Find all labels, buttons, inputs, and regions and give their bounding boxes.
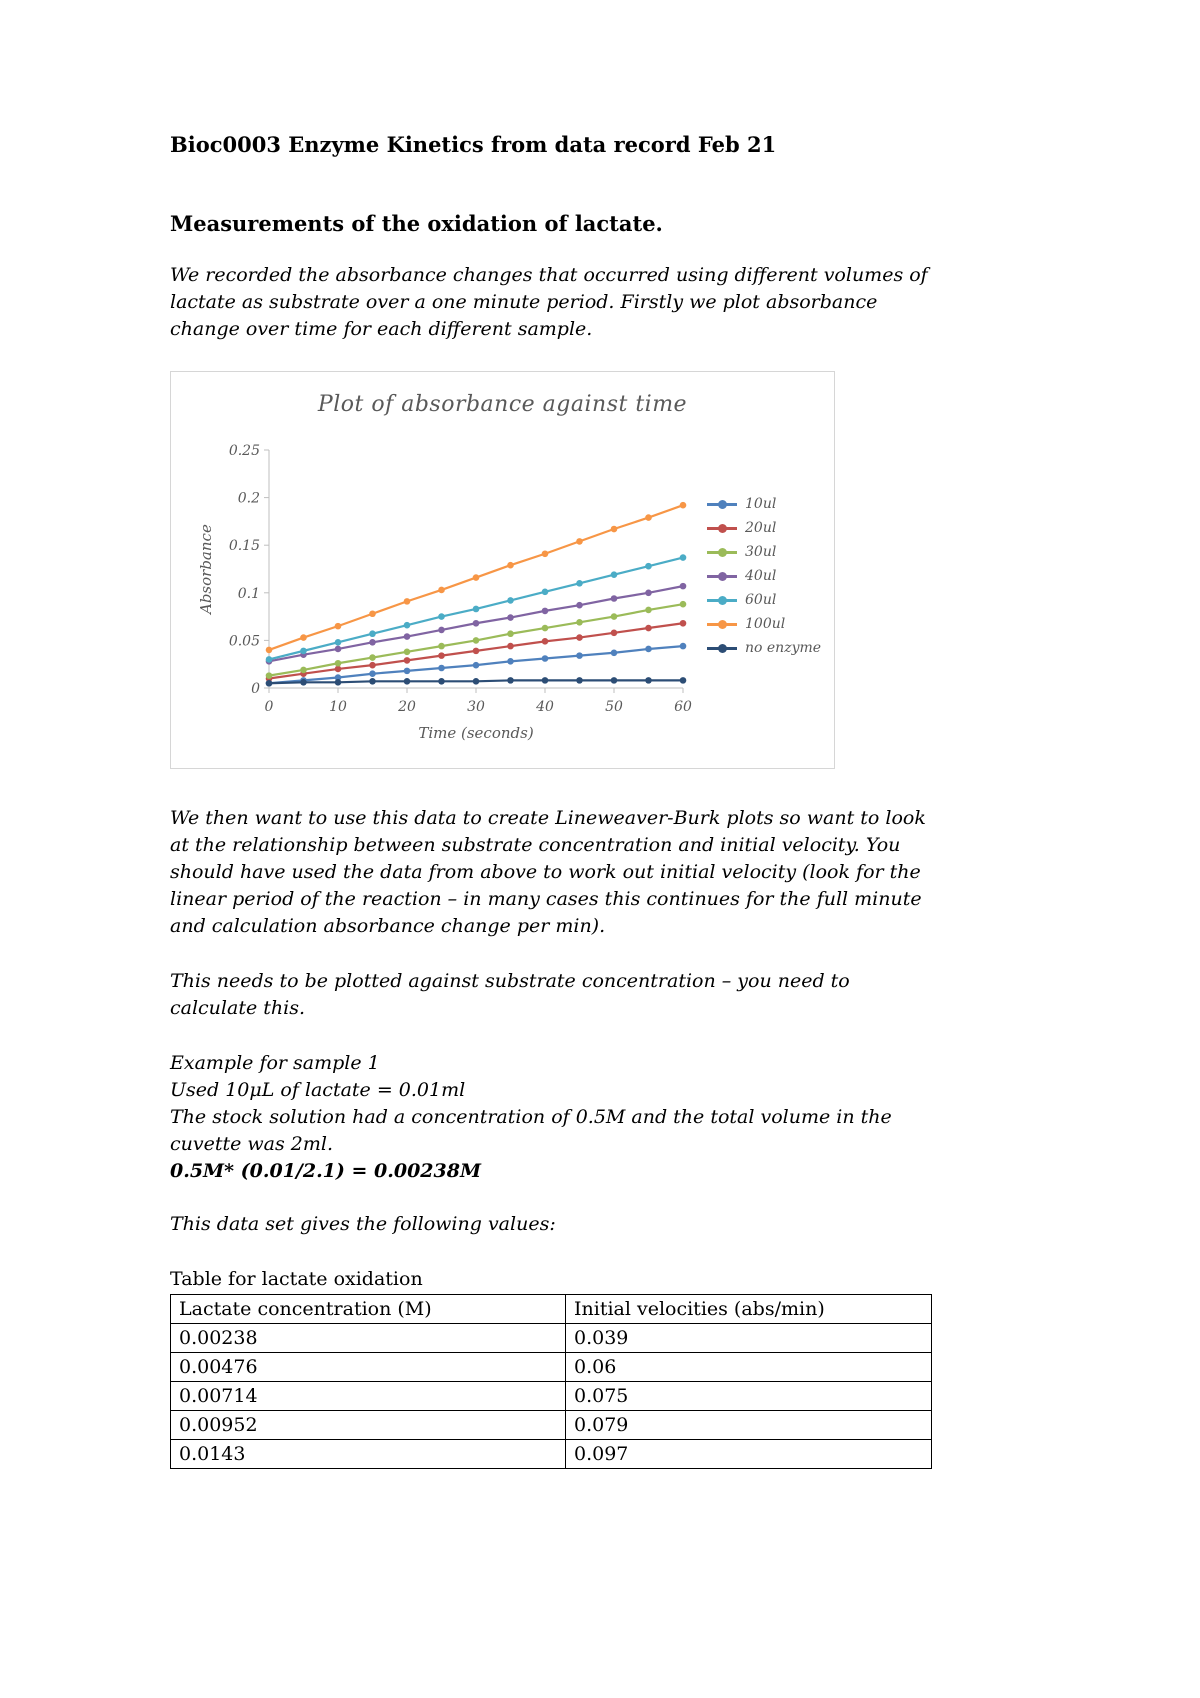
legend-item: 60ul: [707, 588, 821, 612]
legend-label: 30ul: [745, 544, 777, 560]
table-cell: 0.079: [565, 1410, 932, 1440]
svg-text:40: 40: [535, 699, 554, 715]
legend-item: 20ul: [707, 516, 821, 540]
legend-label: 40ul: [745, 568, 777, 584]
table-row: 0.00238 0.039: [170, 1323, 932, 1353]
example-block: Example for sample 1 Used 10μL of lactat…: [170, 1050, 932, 1185]
legend-item: 100ul: [707, 612, 821, 636]
table-cell: 0.0143: [170, 1439, 566, 1469]
chart-x-axis-label: Time (seconds): [418, 724, 534, 742]
svg-text:0: 0: [251, 681, 260, 697]
chart-plot-svg: 0 0.05 0.1 0.15 0.2 0.25 0 10 20 30 40 50 60: [229, 443, 692, 715]
table-cell: 0.00952: [170, 1410, 566, 1440]
chart-title: Plot of absorbance against time: [317, 392, 688, 417]
legend-marker-icon: [707, 547, 737, 557]
example-result-line: 0.5M* (0.01/2.1) = 0.00238M: [170, 1160, 482, 1182]
chart-legend: 10ul 20ul 30ul 40ul 60ul 100ul no enzyme: [707, 492, 821, 660]
legend-item: 40ul: [707, 564, 821, 588]
svg-text:0: 0: [265, 699, 274, 715]
table-cell: 0.00714: [170, 1381, 566, 1411]
table-row: 0.0143 0.097: [170, 1439, 932, 1469]
svg-text:60: 60: [674, 699, 692, 715]
svg-text:0.25: 0.25: [229, 443, 260, 459]
document-content: Bioc0003 Enzyme Kinetics from data recor…: [170, 0, 932, 1469]
example-line: The stock solution had a concentration o…: [170, 1106, 892, 1155]
legend-marker-icon: [707, 595, 737, 605]
svg-text:50: 50: [605, 699, 623, 715]
table-row: 0.00952 0.079: [170, 1410, 932, 1440]
table-row: 0.00714 0.075: [170, 1381, 932, 1411]
table-header-cell: Initial velocities (abs/min): [565, 1294, 932, 1324]
example-line: Example for sample 1: [170, 1052, 380, 1074]
svg-text:0.15: 0.15: [229, 538, 260, 554]
svg-text:20: 20: [397, 699, 416, 715]
table-cell: 0.039: [565, 1323, 932, 1353]
lactate-table: Lactate concentration (M) Initial veloci…: [170, 1294, 932, 1469]
table-header-cell: Lactate concentration (M): [170, 1294, 566, 1324]
table-header-row: Lactate concentration (M) Initial veloci…: [170, 1294, 932, 1324]
table-cell: 0.075: [565, 1381, 932, 1411]
table-cell: 0.06: [565, 1352, 932, 1382]
legend-label: no enzyme: [745, 640, 822, 656]
legend-label: 60ul: [745, 592, 777, 608]
legend-item: 10ul: [707, 492, 821, 516]
svg-text:30: 30: [467, 699, 485, 715]
table-row: 0.00476 0.06: [170, 1352, 932, 1382]
legend-item: no enzyme: [707, 636, 821, 660]
legend-marker-icon: [707, 571, 737, 581]
plot-instruction-paragraph: This needs to be plotted against substra…: [170, 970, 850, 1019]
legend-marker-icon: [707, 643, 737, 653]
svg-text:0.2: 0.2: [238, 491, 260, 507]
svg-text:0.05: 0.05: [229, 633, 260, 649]
example-line: Used 10μL of lactate = 0.01ml: [170, 1079, 466, 1101]
legend-item: 30ul: [707, 540, 821, 564]
svg-text:10: 10: [329, 699, 347, 715]
section-heading: Measurements of the oxidation of lactate…: [170, 211, 663, 236]
table-cell: 0.00476: [170, 1352, 566, 1382]
lineweaver-paragraph: We then want to use this data to create …: [170, 807, 926, 937]
svg-text:0.1: 0.1: [238, 586, 260, 602]
values-paragraph: This data set gives the following values…: [170, 1213, 556, 1235]
legend-label: 20ul: [745, 520, 777, 536]
legend-marker-icon: [707, 523, 737, 533]
table-caption: Table for lactate oxidation: [170, 1268, 423, 1290]
table-cell: 0.097: [565, 1439, 932, 1469]
legend-marker-icon: [707, 619, 737, 629]
legend-label: 10ul: [745, 496, 777, 512]
table-cell: 0.00238: [170, 1323, 566, 1353]
document-title: Bioc0003 Enzyme Kinetics from data recor…: [170, 132, 777, 157]
absorbance-chart: Plot of absorbance against time Absorban…: [170, 371, 835, 769]
legend-label: 100ul: [745, 616, 786, 632]
intro-paragraph: We recorded the absorbance changes that …: [170, 264, 928, 340]
legend-marker-icon: [707, 499, 737, 509]
